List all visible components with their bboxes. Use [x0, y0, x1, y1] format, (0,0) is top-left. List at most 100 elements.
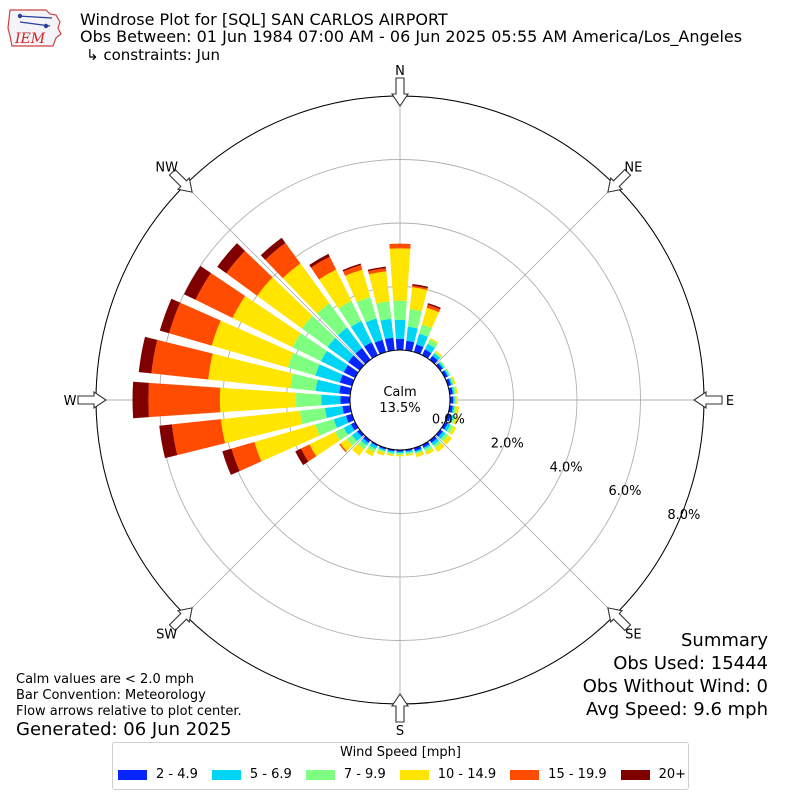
direction-bar-stack	[396, 449, 404, 457]
wind-bar-segment	[282, 263, 330, 314]
wind-bar-segment	[342, 405, 352, 414]
flow-arrow	[607, 168, 632, 193]
wind-bar-segment	[256, 277, 313, 329]
wind-bar-segment	[343, 265, 363, 276]
wind-bar-segment	[299, 408, 327, 425]
wind-bar-segment	[376, 450, 385, 456]
wind-bar-segment	[369, 442, 378, 450]
wind-bar-segment	[451, 386, 455, 395]
wind-bar-segment	[376, 301, 392, 321]
wind-bar-segment	[436, 429, 443, 437]
wind-bar-segment	[454, 405, 460, 415]
direction-bar-stack	[405, 283, 429, 352]
wind-bar-segment	[301, 315, 336, 348]
wind-bar-segment	[371, 441, 379, 447]
wind-bar-segment	[315, 419, 337, 436]
wind-bar-segment	[311, 256, 337, 280]
flow-arrow-note: Flow arrows relative to plot center.	[16, 704, 242, 719]
wind-bar-segment	[421, 307, 439, 329]
radial-tick-label: 8.0%	[667, 508, 700, 523]
direction-bar-stack	[367, 266, 395, 352]
wind-bar-segment	[446, 424, 454, 434]
wind-bar-segment	[389, 243, 411, 249]
wind-bar-segment	[448, 377, 453, 386]
wind-bar-segment	[345, 269, 371, 303]
wind-bar-segment	[365, 318, 383, 343]
direction-label: N	[395, 64, 405, 79]
legend-swatch	[620, 769, 650, 780]
wind-bar-segment	[427, 303, 441, 310]
wind-bar-segment	[350, 320, 372, 347]
wind-bar-segment	[367, 266, 386, 272]
wind-bar-segment	[339, 443, 347, 453]
flow-arrow-shape	[607, 607, 632, 632]
wind-bar-segment	[254, 424, 320, 462]
iem-logo: IEM	[7, 9, 62, 47]
wind-bar-segment	[429, 436, 437, 443]
wind-bar-segment	[355, 348, 371, 364]
summary-panel: Summary Obs Used: 15444 Obs Without Wind…	[583, 629, 768, 721]
wind-bar-segment	[292, 333, 327, 362]
wind-bar-segment	[132, 381, 149, 419]
wind-bar-segment	[442, 435, 452, 445]
direction-label: NE	[624, 161, 642, 176]
direction-bar-stack	[184, 265, 359, 379]
flow-arrow	[693, 390, 723, 410]
wind-bar-segment	[406, 326, 418, 343]
wind-bar-segment	[315, 379, 341, 394]
wind-bar-segment	[449, 396, 454, 404]
wind-bar-segment	[444, 369, 450, 377]
avg-speed: Avg Speed: 9.6 mph	[586, 699, 768, 720]
direction-bar-stack	[436, 429, 452, 445]
legend-entry: 20+	[620, 767, 686, 782]
wind-bar-segment	[357, 429, 364, 437]
flow-arrow	[390, 693, 410, 723]
flow-arrow-shape	[168, 607, 193, 632]
wind-bar-segment	[393, 300, 407, 321]
wind-bar-segment	[343, 424, 355, 435]
grid-spoke	[435, 435, 616, 616]
chart-title: Windrose Plot for [SQL] SAN CARLOS AIRPO…	[80, 10, 448, 29]
wind-bar-segment	[431, 438, 440, 446]
direction-label: SW	[156, 627, 177, 642]
wind-bar-segment	[445, 378, 452, 387]
wind-bar-segment	[343, 365, 359, 379]
wind-bar-segment	[335, 427, 348, 441]
wind-bar-segment	[368, 268, 387, 275]
wind-bar-segment	[342, 263, 362, 272]
legend-entry: 15 - 19.9	[510, 767, 607, 782]
wind-bar-segment	[435, 442, 445, 452]
calm-note: Calm values are < 2.0 mph	[16, 672, 195, 687]
wind-bar-segment	[295, 448, 309, 466]
direction-bar-stack	[441, 368, 451, 379]
wind-bar-segment	[171, 419, 226, 456]
wind-bar-segment	[320, 350, 348, 373]
wind-bar-segment	[184, 265, 211, 300]
wind-bar-segment	[438, 362, 445, 369]
direction-bar-stack	[445, 376, 456, 387]
direction-label: NW	[155, 161, 178, 176]
wind-bar-segment	[415, 451, 425, 458]
chart-subtitle: Obs Between: 01 Jun 1984 07:00 AM - 06 J…	[80, 27, 743, 46]
wind-bars	[132, 237, 460, 475]
direction-bar-stack	[421, 441, 435, 455]
flow-arrow	[168, 607, 193, 632]
wind-bar-segment	[453, 386, 457, 395]
wind-bar-segment	[374, 339, 387, 355]
wind-bar-segment	[357, 440, 367, 450]
wind-bar-segment	[296, 392, 322, 408]
wind-bar-segment	[380, 318, 394, 340]
wind-bar-segment	[378, 447, 386, 452]
wind-bar-segment	[439, 360, 446, 368]
wind-bar-segment	[340, 438, 353, 452]
legend-entry: 10 - 14.9	[399, 767, 496, 782]
legend-swatch	[211, 769, 241, 780]
wind-bar-segment	[414, 448, 423, 453]
wind-bar-segment	[364, 342, 379, 359]
wind-bar-segment	[231, 442, 262, 472]
flow-arrow-shape	[390, 77, 410, 107]
calm-label: Calm	[383, 385, 416, 400]
constraints-label: ↳ constraints: Jun	[86, 46, 220, 64]
legend: Wind Speed [mph] 2 - 4.9 5 - 6.9 7 - 9.9 10…	[112, 742, 689, 790]
